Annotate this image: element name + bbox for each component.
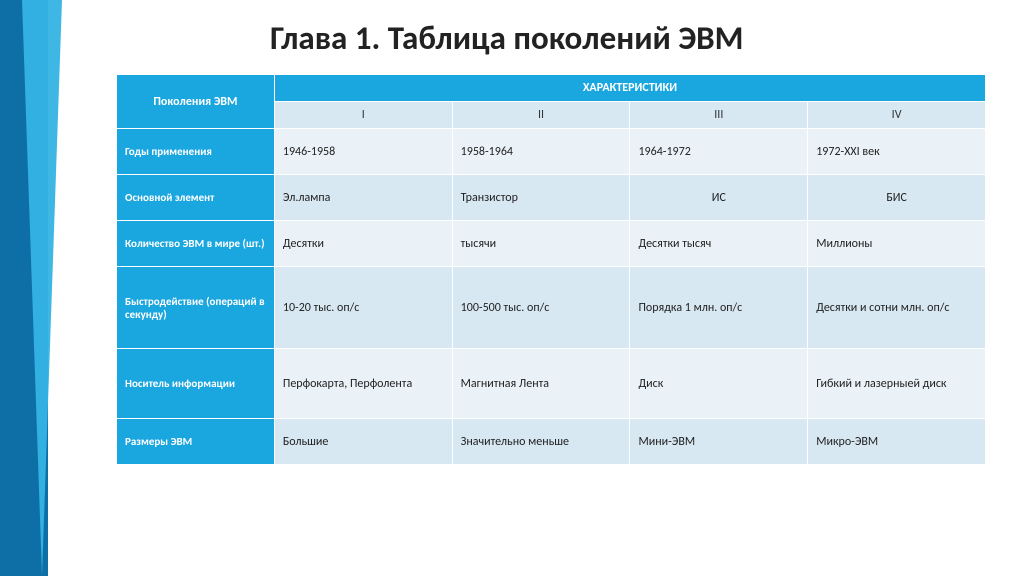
generations-table: Поколения ЭВМ ХАРАКТЕРИСТИКИ I II III IV…	[116, 74, 986, 465]
page-title: Глава 1. Таблица поколений ЭВМ	[270, 18, 744, 58]
super-header: ХАРАКТЕРИСТИКИ	[274, 75, 985, 102]
cell: Транзистор	[452, 175, 630, 221]
cell: тысячи	[452, 221, 630, 267]
cell: Мини-ЭВМ	[630, 419, 808, 465]
cell: 1946-1958	[274, 129, 452, 175]
col-2: II	[452, 102, 630, 129]
table-row: Годы применения1946-19581958-19641964-19…	[117, 129, 986, 175]
cell: ИС	[630, 175, 808, 221]
col-4: IV	[808, 102, 986, 129]
row-label: Носитель информации	[117, 349, 275, 419]
table-row: Размеры ЭВМБольшиеЗначительно меньшеМини…	[117, 419, 986, 465]
cell: Эл.лампа	[274, 175, 452, 221]
table-row: Количество ЭВМ в мире (шт.)Десяткитысячи…	[117, 221, 986, 267]
col-3: III	[630, 102, 808, 129]
cell: Десятки тысяч	[630, 221, 808, 267]
cell: Большие	[274, 419, 452, 465]
table-row: Носитель информацииПерфокарта, Перфолент…	[117, 349, 986, 419]
cell: Порядка 1 млн. оп/с	[630, 267, 808, 349]
cell: Магнитная Лента	[452, 349, 630, 419]
row-label: Основной элемент	[117, 175, 275, 221]
col-1: I	[274, 102, 452, 129]
cell: 1972-XXI век	[808, 129, 986, 175]
cell: Перфокарта, Перфолента	[274, 349, 452, 419]
cell: Миллионы	[808, 221, 986, 267]
table-row: Быстродействие (операций в секунду)10-20…	[117, 267, 986, 349]
cell: Десятки и сотни млн. оп/с	[808, 267, 986, 349]
cell: 10-20 тыс. оп/с	[274, 267, 452, 349]
cell: Диск	[630, 349, 808, 419]
row-label: Годы применения	[117, 129, 275, 175]
cell: 1964-1972	[630, 129, 808, 175]
cell: Десятки	[274, 221, 452, 267]
cell: Значительно меньше	[452, 419, 630, 465]
decor-stripe-light	[22, 0, 62, 576]
table-row: Основной элементЭл.лампаТранзисторИСБИС	[117, 175, 986, 221]
row-label: Количество ЭВМ в мире (шт.)	[117, 221, 275, 267]
cell: Гибкий и лазерныей диск	[808, 349, 986, 419]
corner-header: Поколения ЭВМ	[117, 75, 275, 129]
row-label: Быстродействие (операций в секунду)	[117, 267, 275, 349]
cell: Микро-ЭВМ	[808, 419, 986, 465]
row-label: Размеры ЭВМ	[117, 419, 275, 465]
cell: 100-500 тыс. оп/с	[452, 267, 630, 349]
cell: БИС	[808, 175, 986, 221]
cell: 1958-1964	[452, 129, 630, 175]
